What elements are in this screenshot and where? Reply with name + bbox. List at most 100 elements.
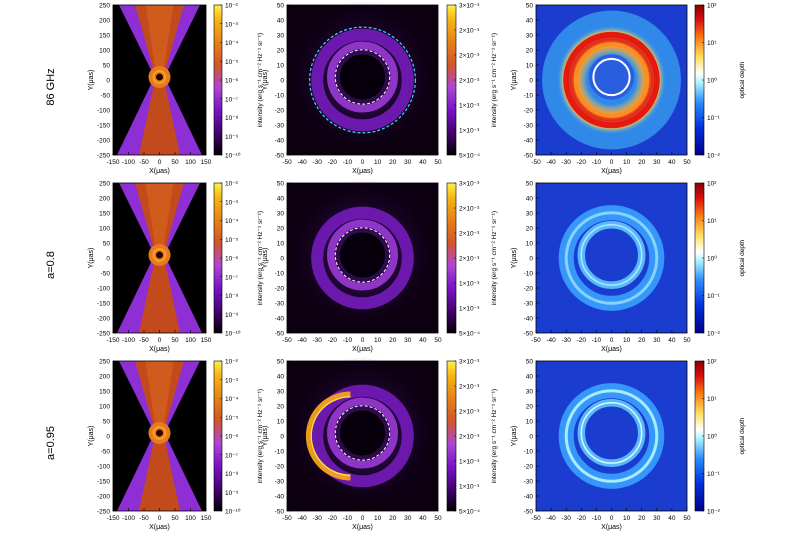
x-tick-label: 0 (158, 515, 162, 522)
y-tick-label: 0 (106, 256, 110, 263)
x-tick-label: 50 (683, 337, 691, 344)
y-tick-label: -10 (275, 449, 285, 456)
y-tick-label: 40 (526, 196, 534, 203)
x-tick-label: -100 (122, 159, 135, 166)
row-label-3: a=0.95 (45, 426, 57, 460)
x-tick-label: 40 (668, 515, 676, 522)
x-tick-label: -40 (546, 337, 556, 344)
y-tick-label: 50 (277, 359, 285, 366)
x-axis-label: X(μas) (149, 346, 170, 353)
y-tick-label: -50 (101, 449, 111, 456)
x-tick-label: -30 (561, 337, 571, 344)
x-tick-label: -50 (531, 159, 541, 166)
colorbar-tick-label: 10⁻² (707, 153, 721, 160)
x-axis-label: X(μas) (352, 168, 373, 175)
y-tick-label: 50 (526, 181, 534, 188)
y-axis-label: Y(μas) (88, 426, 95, 447)
y-tick-label: -250 (97, 153, 110, 160)
outer-ring (311, 206, 414, 310)
x-tick-label: -50 (139, 337, 149, 344)
y-tick-label: 20 (277, 226, 285, 233)
colorbar-tick-label: 10² (707, 359, 717, 366)
colorbar-tick-label: 10⁻⁹ (225, 312, 239, 319)
y-tick-label: 200 (99, 18, 110, 25)
y-tick-label: 10 (526, 63, 534, 70)
y-tick-label: 100 (99, 48, 110, 55)
y-tick-label: -40 (275, 316, 285, 323)
y-tick-label: -10 (275, 93, 285, 100)
jet-core (145, 5, 174, 77)
colorbar-label: optical depth (739, 417, 746, 454)
shadow (588, 54, 635, 100)
x-tick-label: -30 (312, 337, 322, 344)
y-tick-label: -250 (97, 509, 110, 516)
y-axis-label: Y(μas) (262, 70, 269, 91)
y-tick-label: 20 (277, 48, 285, 55)
y-tick-label: -20 (524, 464, 534, 471)
zoom-intensity-panel: 50 40 30 20 10 0 -10 -20 -30 -40 -50-50 -40 -30 -20 -1… (262, 178, 498, 353)
y-tick-label: -50 (275, 331, 285, 338)
inner-ring (592, 57, 631, 97)
y-tick-label: 20 (526, 404, 534, 411)
x-tick-label: 20 (638, 337, 646, 344)
colorbar-tick-label: 10⁻¹ (707, 115, 721, 122)
colorbar-tick-label: 10¹ (707, 396, 717, 403)
colorbar-tick-label: 10⁻² (707, 509, 721, 516)
colorbar-tick-label: 10⁻⁶ (225, 256, 239, 263)
y-tick-label: -100 (97, 464, 110, 471)
y-tick-label: 30 (526, 211, 534, 218)
x-tick-label: -20 (577, 515, 587, 522)
x-tick-label: -20 (577, 337, 587, 344)
x-tick-label: 150 (201, 337, 212, 344)
inner-ring (327, 397, 398, 469)
x-tick-label: 0 (610, 337, 614, 344)
y-tick-label: 40 (526, 374, 534, 381)
y-tick-label: 0 (280, 434, 284, 441)
colorbar-label: intensity (erg s⁻¹ cm⁻² Hz⁻¹ sr⁻¹) (257, 389, 264, 483)
y-tick-label: 0 (280, 256, 284, 263)
y-tick-label: -50 (275, 153, 285, 160)
x-axis-label: X(μas) (601, 168, 622, 175)
y-tick-label: 0 (106, 78, 110, 85)
colorbar-tick-label: 10⁻⁷ (225, 274, 239, 281)
y-tick-label: -50 (101, 93, 111, 100)
x-tick-label: 50 (171, 515, 179, 522)
y-tick-label: -30 (275, 301, 285, 308)
colorbar-tick-label: 1×10⁻³ (459, 128, 480, 135)
x-tick-label: 40 (419, 159, 427, 166)
x-tick-label: 50 (434, 159, 442, 166)
x-tick-label: -10 (592, 337, 602, 344)
colorbar-tick-label: 1×10⁻³ (459, 459, 480, 466)
y-tick-label: 200 (99, 196, 110, 203)
x-tick-label: -20 (328, 159, 338, 166)
y-tick-label: 150 (99, 211, 110, 218)
colorbar-tick-label: 10⁰ (707, 77, 717, 85)
y-tick-label: 50 (526, 3, 534, 10)
row-label-2: a=0.8 (45, 251, 57, 279)
bright-crescent (305, 391, 351, 481)
y-tick-label: 30 (277, 33, 285, 40)
x-axis-label: X(μas) (601, 524, 622, 531)
x-tick-label: -40 (546, 159, 556, 166)
shadow-dashed-circle (334, 49, 391, 105)
y-tick-label: 0 (529, 256, 533, 263)
x-axis-label: X(μas) (601, 346, 622, 353)
x-tick-label: 10 (374, 159, 382, 166)
x-tick-label: -40 (546, 515, 556, 522)
colorbar-tick-label: 10⁻³ (225, 199, 239, 206)
outer-ring-core (564, 211, 659, 305)
colorbar-tick-label: 10⁻¹⁰ (225, 152, 241, 160)
y-tick-label: -30 (524, 123, 534, 130)
colorbar-tick-label: 10⁻² (707, 331, 721, 338)
colorbar-tick-label: 10⁻⁸ (225, 471, 239, 478)
x-tick-label: 40 (419, 515, 427, 522)
jet-core (145, 183, 174, 255)
y-tick-label: 250 (99, 359, 110, 366)
outer-ring-core (564, 389, 659, 483)
x-tick-label: -40 (297, 159, 307, 166)
x-tick-label: -50 (531, 515, 541, 522)
row-label-1: 86 GHz (45, 68, 57, 105)
x-tick-label: -20 (577, 159, 587, 166)
x-tick-label: 100 (185, 515, 196, 522)
